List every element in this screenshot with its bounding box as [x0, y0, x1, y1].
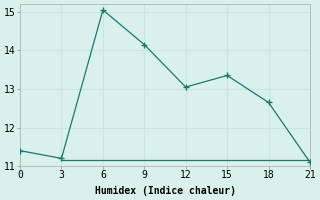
X-axis label: Humidex (Indice chaleur): Humidex (Indice chaleur) — [94, 186, 236, 196]
